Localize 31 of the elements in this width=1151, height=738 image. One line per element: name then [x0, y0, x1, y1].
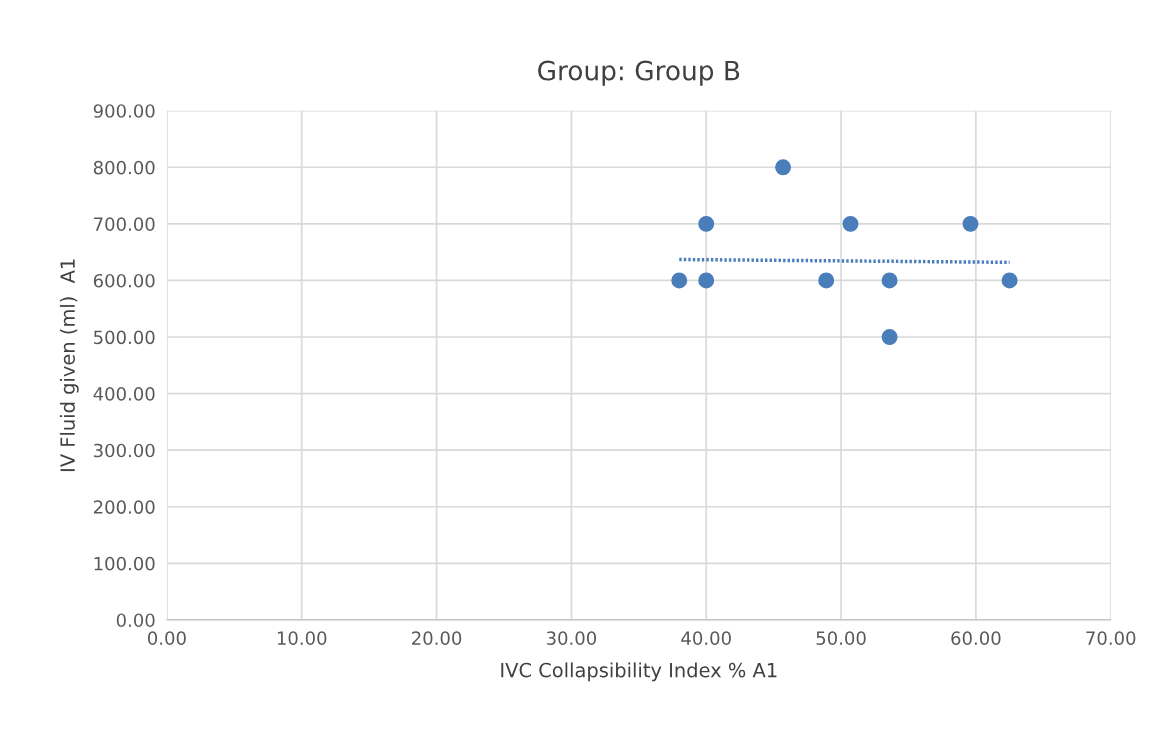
- y-tick-label: 600.00: [93, 273, 155, 288]
- y-tick-label: 300.00: [93, 443, 155, 458]
- x-tick-label: 60.00: [951, 631, 1001, 646]
- x-tick-label: 10.00: [277, 631, 327, 646]
- point: [818, 272, 835, 289]
- point: [698, 272, 715, 289]
- x-tick-label: 30.00: [546, 631, 597, 646]
- x-tick-label: 50.00: [816, 631, 866, 646]
- x-tick-label: 70.00: [1086, 631, 1136, 646]
- x-tick-label: 40.00: [681, 631, 731, 646]
- x-tick-label: 0.00: [147, 631, 186, 646]
- y-tick-label: 400.00: [93, 387, 155, 401]
- y-axis-title: IV Fluid given (ml) A1: [59, 259, 79, 472]
- x-tick-label: 20.00: [412, 631, 462, 646]
- chart-title: Group: Group B: [538, 60, 740, 86]
- y-tick-label: 700.00: [94, 217, 155, 231]
- point: [842, 215, 859, 232]
- y-tick-label: 0.00: [116, 613, 155, 628]
- point: [881, 272, 898, 289]
- y-tick-label: 800.00: [93, 160, 155, 175]
- point: [671, 272, 688, 289]
- y-tick-label: 900.00: [93, 104, 155, 118]
- x-axis-title: IVC Collapsibility Index % A1: [501, 662, 777, 682]
- y-tick-label: 500.00: [94, 330, 155, 345]
- point: [775, 159, 792, 176]
- point: [962, 215, 979, 232]
- y-tick-label: 200.00: [93, 500, 155, 514]
- point: [881, 329, 898, 345]
- point: [698, 215, 715, 232]
- point: [1001, 272, 1018, 289]
- y-tick-label: 100.00: [94, 556, 155, 571]
